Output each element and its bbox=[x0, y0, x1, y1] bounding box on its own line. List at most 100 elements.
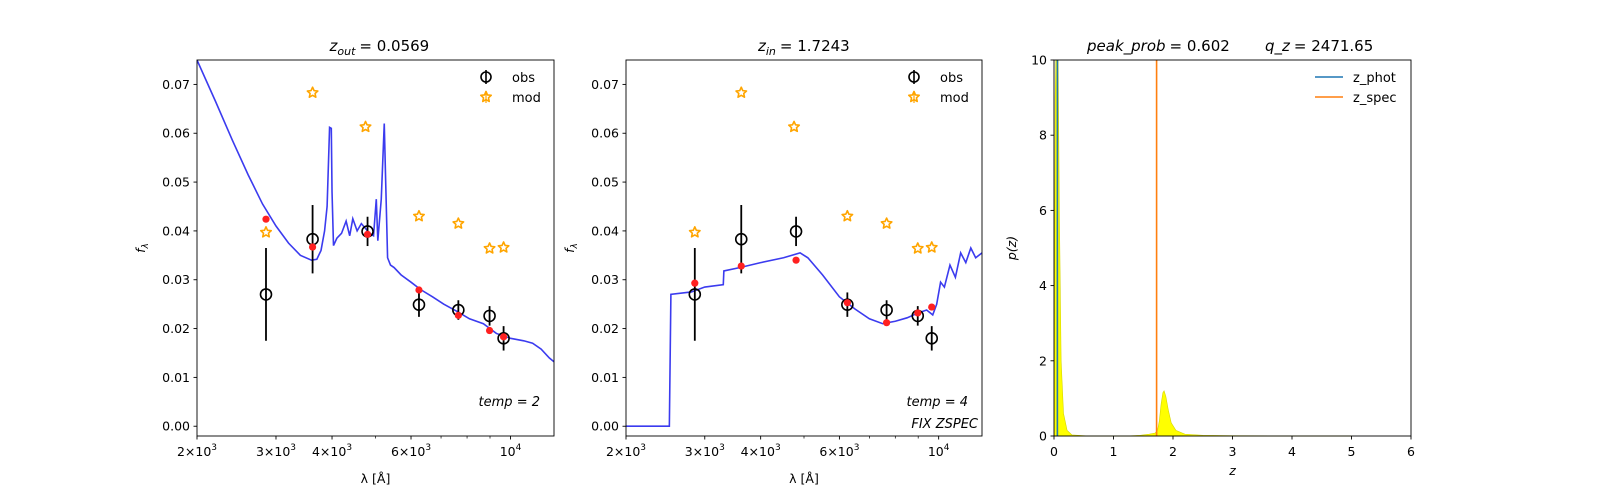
pz-panel: 0 2 4 6 8 10 0 1 2 3 4 5 6 peak_prob = 0.602 q_z = 247… bbox=[1004, 37, 1415, 478]
y-tick-label: 0.05 bbox=[162, 175, 190, 190]
y-label-subscript: λ bbox=[141, 243, 151, 249]
y-tick-label: 0.04 bbox=[591, 223, 619, 238]
sed-template-curve bbox=[626, 245, 982, 428]
y-tick-label: 0.01 bbox=[591, 370, 619, 385]
qz-symbol: q_z bbox=[1265, 37, 1291, 56]
title-subscript: out bbox=[337, 45, 356, 58]
template-point bbox=[415, 286, 423, 294]
mod-point bbox=[841, 209, 854, 222]
x-axis-label: λ [Å] bbox=[361, 471, 391, 486]
template-point bbox=[914, 309, 922, 317]
y-tick-label: 10 bbox=[1031, 53, 1047, 68]
x-tick-label: 6×103 bbox=[819, 443, 859, 459]
y-tick-label: 0.06 bbox=[591, 126, 619, 141]
axes-frame bbox=[625, 59, 983, 437]
obs-point bbox=[789, 225, 803, 238]
obs-point bbox=[734, 232, 748, 246]
x-tick-label: 0 bbox=[1050, 444, 1058, 459]
title-symbol: z bbox=[329, 37, 339, 55]
y-tick-label: 0.07 bbox=[591, 77, 619, 92]
mod-point bbox=[452, 217, 465, 229]
plot-area: 0.00 0.01 0.02 0.03 0.04 0.05 0.06 0.07 2×103 3×1… bbox=[591, 59, 983, 459]
mod-point bbox=[359, 120, 372, 133]
legend-zspec-label: z_spec bbox=[1353, 91, 1397, 106]
obs-point bbox=[259, 288, 273, 301]
mod-point bbox=[688, 226, 701, 238]
qz-value: = 2471.65 bbox=[1294, 37, 1373, 55]
obs-point bbox=[412, 298, 426, 311]
legend-mod-label: mod bbox=[940, 91, 969, 106]
axes-frame bbox=[196, 59, 555, 437]
panel-title: zout = 0.0569 bbox=[329, 37, 430, 58]
template-point bbox=[691, 279, 699, 287]
x-tick-label: 3×103 bbox=[685, 443, 725, 459]
mod-point bbox=[925, 241, 938, 253]
qz-title: q_z = 2471.65 bbox=[1265, 37, 1373, 56]
peak-prob-title: peak_prob = 0.602 bbox=[1086, 37, 1230, 56]
y-tick-label: 0.07 bbox=[162, 77, 190, 92]
title-value: = 0.0569 bbox=[359, 37, 429, 55]
template-point bbox=[308, 243, 317, 251]
y-tick-label: 0.04 bbox=[162, 223, 190, 238]
fix-zspec-annotation: FIX ZSPEC bbox=[911, 417, 979, 432]
obs-point bbox=[688, 288, 702, 301]
template-annotation: temp = 4 bbox=[907, 395, 968, 410]
x-tick-label: 2×103 bbox=[177, 443, 217, 459]
title-value: = 1.7243 bbox=[780, 37, 850, 55]
template-point bbox=[485, 326, 494, 335]
plot-area: 0 2 4 6 8 10 0 1 2 3 4 5 6 bbox=[1031, 53, 1415, 460]
mod-point bbox=[412, 209, 425, 222]
legend-obs-label: obs bbox=[940, 71, 963, 86]
y-tick-label: 0.01 bbox=[162, 370, 190, 385]
x-tick-label: 4×103 bbox=[312, 443, 352, 459]
title-subscript: in bbox=[766, 45, 776, 58]
y-tick-label: 0.02 bbox=[162, 321, 190, 336]
y-tick-label: 0.02 bbox=[591, 321, 619, 336]
y-tick-label: 0.00 bbox=[162, 419, 190, 434]
x-tick-label: 4×103 bbox=[741, 443, 781, 459]
peak-prob-value: = 0.602 bbox=[1170, 37, 1230, 55]
x-tick-label: 104 bbox=[500, 443, 522, 459]
template-annotation: temp = 2 bbox=[479, 395, 540, 410]
axes-frame bbox=[1053, 59, 1412, 437]
x-tick-label: 2×103 bbox=[606, 443, 646, 459]
mod-point bbox=[306, 86, 319, 98]
y-axis-label: fλ bbox=[133, 243, 151, 253]
template-point bbox=[883, 319, 891, 327]
template-point bbox=[262, 215, 270, 223]
mod-point bbox=[911, 242, 924, 254]
legend-zphot-label: z_phot bbox=[1353, 71, 1396, 86]
x-tick-label: 5 bbox=[1348, 444, 1356, 459]
y-tick-label: 0.00 bbox=[591, 419, 619, 434]
legend-mod-label: mod bbox=[512, 91, 541, 106]
x-tick-label: 1 bbox=[1110, 444, 1118, 459]
panel-title: zin = 1.7243 bbox=[757, 37, 850, 58]
y-tick-label: 6 bbox=[1039, 203, 1047, 218]
obs-point bbox=[483, 309, 496, 323]
y-label-symbol: f bbox=[562, 247, 577, 253]
y-tick-label: 0.03 bbox=[591, 272, 619, 287]
x-axis-label: λ [Å] bbox=[789, 471, 819, 486]
mod-point bbox=[483, 242, 496, 254]
y-axis-label: fλ bbox=[562, 243, 580, 253]
peak-prob-symbol: peak_prob bbox=[1086, 37, 1166, 56]
plot-area: 0.00 0.01 0.02 0.03 0.04 0.05 0.06 0.07 2×103 3×1… bbox=[162, 59, 555, 459]
y-tick-label: 8 bbox=[1039, 128, 1047, 143]
template-point bbox=[737, 262, 745, 270]
mod-point bbox=[880, 217, 893, 229]
template-point bbox=[843, 299, 851, 307]
y-tick-label: 0 bbox=[1039, 429, 1047, 444]
mod-point bbox=[259, 226, 273, 238]
sed-panel-zin: 0.00 0.01 0.02 0.03 0.04 0.05 0.06 0.07 2×103 3×1… bbox=[562, 37, 983, 486]
y-tick-label: 0.06 bbox=[162, 126, 190, 141]
y-tick-label: 0.03 bbox=[162, 272, 190, 287]
x-tick-label: 4 bbox=[1288, 444, 1296, 459]
title-symbol: z bbox=[757, 37, 767, 55]
x-tick-label: 2 bbox=[1169, 444, 1177, 459]
x-tick-label: 104 bbox=[928, 443, 950, 459]
y-tick-label: 0.05 bbox=[591, 175, 619, 190]
y-tick-label: 2 bbox=[1039, 353, 1047, 368]
y-label-symbol: f bbox=[133, 247, 148, 253]
mod-point bbox=[497, 241, 510, 253]
